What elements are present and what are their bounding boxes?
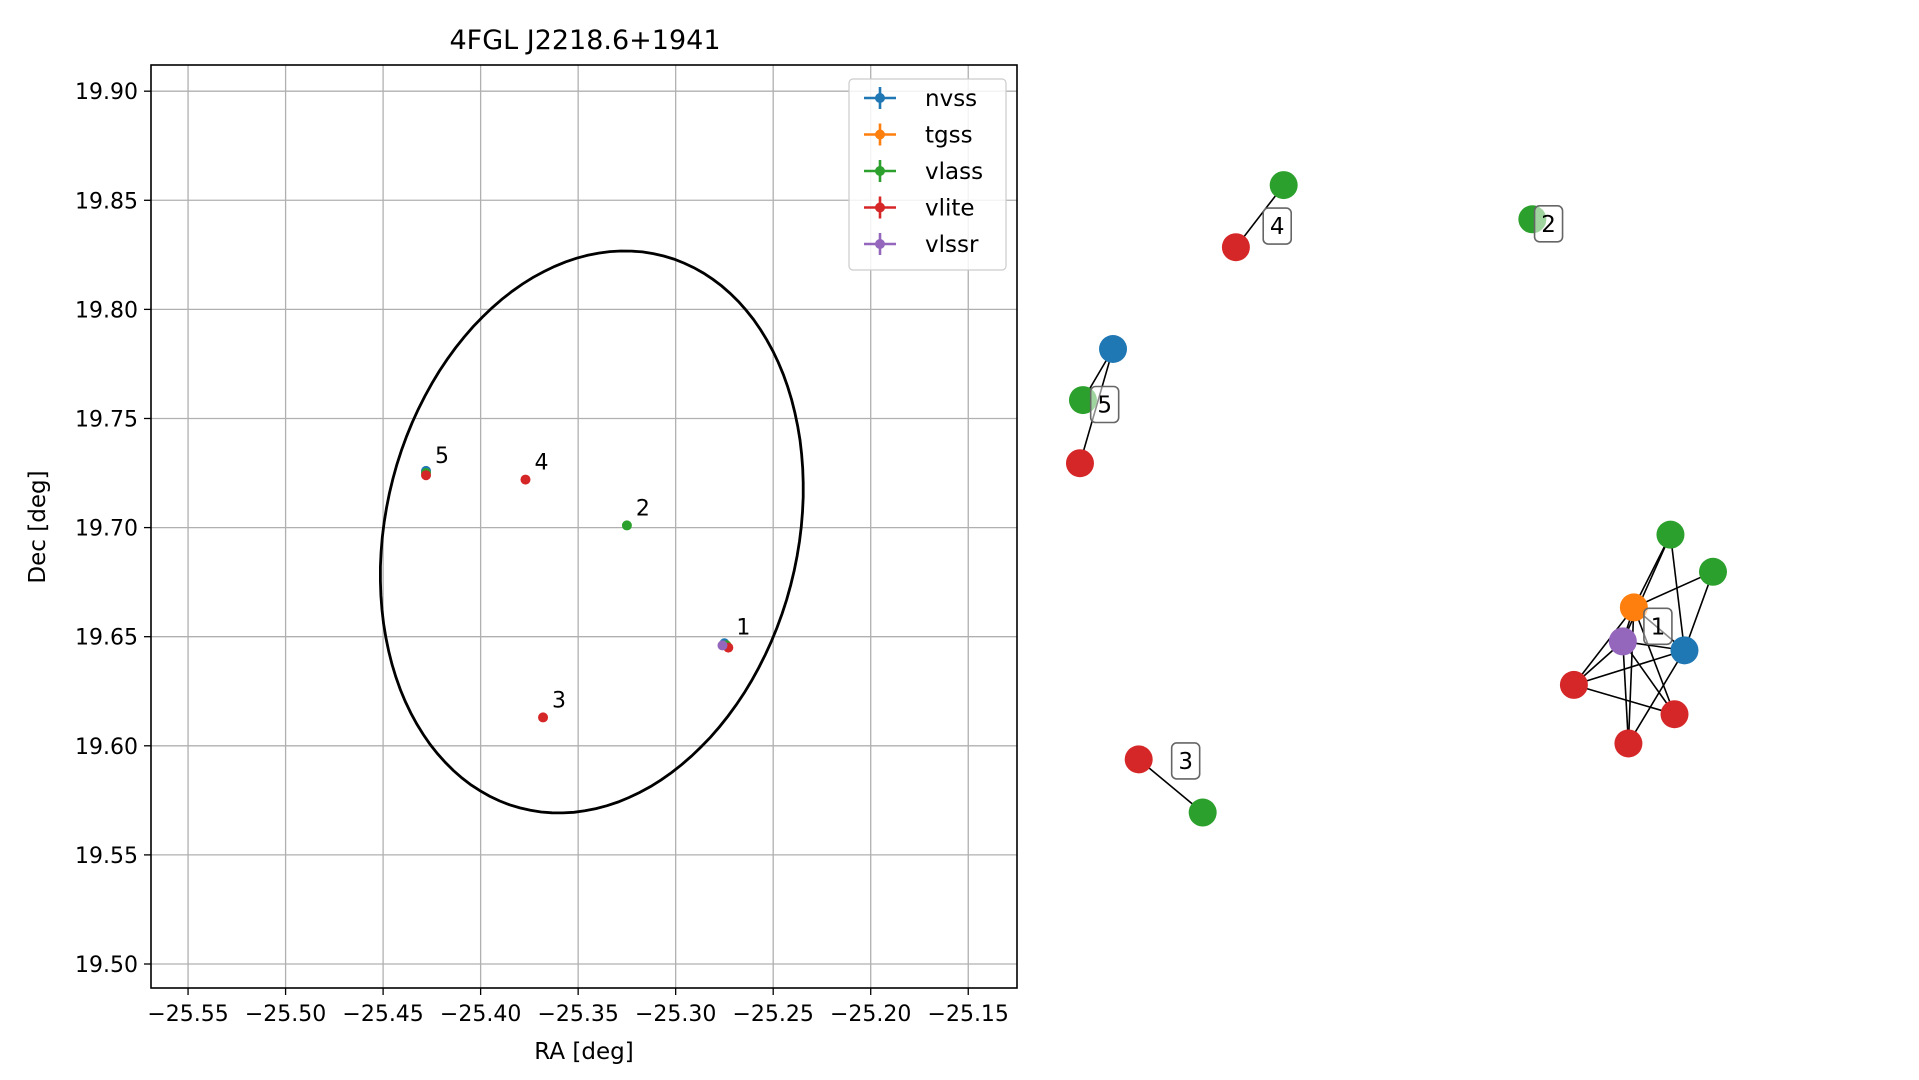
network-node: [1065, 449, 1094, 478]
y-tick-label: 19.65: [75, 626, 138, 651]
legend-label: vlass: [925, 159, 983, 185]
network-label-box: [1643, 607, 1673, 646]
network-node: [1614, 729, 1643, 758]
network-edge: [1573, 606, 1635, 686]
network-node: [1188, 798, 1217, 827]
network-edge: [1622, 640, 1676, 715]
network-edge: [1669, 534, 1686, 651]
data-point-vlite: [421, 470, 432, 481]
x-tick-label: −25.50: [245, 1002, 326, 1027]
legend-entry-tgss: tgss: [864, 123, 973, 149]
network-edge: [1573, 649, 1685, 686]
network-node: [1559, 670, 1588, 699]
network-edge: [1627, 607, 1635, 744]
network-label-box: [1262, 207, 1293, 245]
legend-marker-dot: [875, 202, 885, 213]
legend-label: nvss: [925, 86, 977, 112]
network-node: [1619, 593, 1648, 622]
network-node: [1670, 636, 1699, 665]
y-tick-label: 19.55: [75, 844, 138, 869]
network-label: 2: [1541, 212, 1556, 238]
error-ellipse-layer: [378, 249, 805, 815]
network-label-box: [1170, 742, 1201, 780]
legend-entry-vlssr: vlssr: [864, 232, 979, 258]
network-edge: [1633, 571, 1714, 609]
point-annotation: 1: [736, 615, 750, 640]
legend-label: vlssr: [925, 232, 979, 258]
data-point-vlssr: [717, 640, 728, 651]
y-tick-label: 19.75: [75, 407, 138, 432]
network-edge: [1622, 641, 1630, 744]
network-label: 3: [1178, 749, 1193, 775]
y-axis-label: Dec [deg]: [25, 470, 51, 583]
point-annotations: 1 2 3 4 5: [435, 444, 750, 713]
network-edge: [1622, 534, 1672, 642]
data-points-layer: [421, 465, 734, 723]
network-node: [1608, 627, 1637, 656]
data-point-vlite: [520, 474, 531, 485]
point-annotation: 4: [534, 451, 548, 476]
network-node: [1656, 520, 1685, 549]
network-node: [1698, 557, 1727, 586]
y-tick-label: 19.85: [75, 189, 138, 214]
network-label: 4: [1270, 214, 1285, 240]
point-annotation: 5: [435, 444, 449, 469]
network-labels: 1 2 3 4 5: [1089, 205, 1673, 780]
network-label: 5: [1097, 393, 1112, 419]
legend-entry-nvss: nvss: [864, 86, 977, 112]
network-edge: [1633, 607, 1676, 715]
network-label-box: [1533, 205, 1564, 243]
axes-frame: [150, 64, 1018, 989]
chart-title: 4FGL J2218.6+1941: [449, 25, 720, 56]
x-tick-label: −25.55: [147, 1002, 228, 1027]
network-node: [1124, 745, 1153, 774]
network-node: [1269, 171, 1298, 200]
legend-label: vlite: [925, 196, 975, 222]
x-tick-label: −25.25: [732, 1002, 813, 1027]
legend-box: [848, 78, 1007, 271]
network-node: [1660, 700, 1689, 729]
network-edge: [1573, 684, 1675, 715]
point-annotation: 3: [552, 688, 566, 713]
x-tick-label: −25.20: [830, 1002, 911, 1027]
axis-ticks: −25.55 −25.50 −25.45 −25.40 −25.35 −25.30 −25.…: [75, 80, 1009, 1027]
point-annotation: 2: [636, 496, 650, 521]
x-tick-label: −25.35: [537, 1002, 618, 1027]
y-tick-label: 19.90: [75, 80, 138, 105]
y-tick-label: 19.50: [75, 953, 138, 978]
legend: nvss tgss vlass vlite vlssr: [848, 78, 1007, 271]
legend-entries: nvss tgss vlass vlite vlssr: [864, 86, 983, 258]
legend-marker-dot: [875, 239, 885, 249]
network-edge: [1627, 649, 1686, 744]
x-tick-label: −25.15: [928, 1002, 1009, 1027]
y-tick-label: 19.80: [75, 298, 138, 323]
network-node: [1099, 334, 1128, 363]
legend-marker-dot: [875, 166, 885, 176]
data-point-vlite: [538, 712, 549, 723]
x-axis-label: RA [deg]: [534, 1039, 633, 1065]
network-label-box: [1089, 385, 1120, 424]
network-node: [1221, 233, 1250, 262]
data-point-vlass: [621, 520, 632, 531]
legend-entry-vlass: vlass: [864, 159, 983, 185]
network-label: 1: [1651, 614, 1666, 640]
x-tick-label: −25.30: [635, 1002, 716, 1027]
error-ellipse: [378, 249, 805, 815]
x-tick-label: −25.45: [342, 1002, 423, 1027]
legend-marker-dot: [875, 93, 885, 103]
y-tick-label: 19.70: [75, 517, 138, 542]
legend-entry-vlite: vlite: [864, 196, 975, 222]
network-panel: 1 2 3 4 5: [1065, 171, 1727, 827]
legend-label: tgss: [925, 123, 973, 149]
x-tick-label: −25.40: [440, 1002, 521, 1027]
y-tick-label: 19.60: [75, 735, 138, 760]
legend-marker-dot: [875, 129, 885, 140]
